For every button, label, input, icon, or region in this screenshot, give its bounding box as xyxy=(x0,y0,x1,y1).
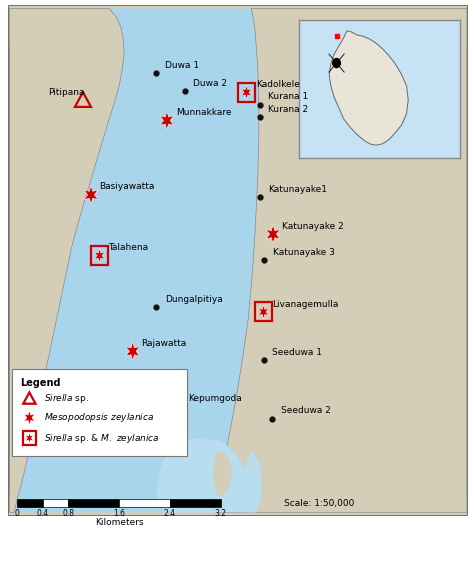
Text: 1.6: 1.6 xyxy=(113,509,125,518)
Text: Munnakkare: Munnakkare xyxy=(176,108,232,117)
Polygon shape xyxy=(213,450,232,497)
Text: Rajawatta: Rajawatta xyxy=(141,339,186,348)
Bar xyxy=(170,499,221,507)
Text: Kurana 2: Kurana 2 xyxy=(268,105,309,114)
Text: Talahena: Talahena xyxy=(108,243,148,252)
Text: Katunayake1: Katunayake1 xyxy=(268,185,327,194)
Polygon shape xyxy=(266,225,280,244)
Text: W: W xyxy=(304,59,312,68)
Polygon shape xyxy=(94,249,105,262)
Bar xyxy=(238,83,255,102)
Polygon shape xyxy=(24,410,35,425)
Text: N: N xyxy=(333,25,340,34)
Text: Basiyawatta: Basiyawatta xyxy=(100,182,155,191)
FancyBboxPatch shape xyxy=(12,369,187,456)
Text: S: S xyxy=(334,92,339,101)
Text: Katunayake 2: Katunayake 2 xyxy=(282,222,343,231)
Text: Dungalpitiya: Dungalpitiya xyxy=(165,295,223,304)
Text: $\it{Sirella}$ sp.: $\it{Sirella}$ sp. xyxy=(44,392,89,405)
Polygon shape xyxy=(84,185,98,204)
Polygon shape xyxy=(160,111,174,130)
Polygon shape xyxy=(9,8,124,512)
Polygon shape xyxy=(26,433,33,443)
Polygon shape xyxy=(156,439,257,512)
Text: Pitipana: Pitipana xyxy=(48,88,85,97)
Polygon shape xyxy=(172,397,186,416)
Text: 0.8: 0.8 xyxy=(62,509,74,518)
Bar xyxy=(17,499,43,507)
Text: Livanagemulla: Livanagemulla xyxy=(272,300,338,309)
Text: 0.4: 0.4 xyxy=(36,509,49,518)
Polygon shape xyxy=(258,305,269,319)
Text: Scale: 1:50,000: Scale: 1:50,000 xyxy=(284,499,355,507)
Polygon shape xyxy=(217,450,246,510)
Text: 3.2: 3.2 xyxy=(215,509,227,518)
Text: 0: 0 xyxy=(15,509,19,518)
Polygon shape xyxy=(14,8,259,512)
Polygon shape xyxy=(243,450,262,512)
Polygon shape xyxy=(126,342,140,361)
Circle shape xyxy=(333,59,340,68)
Text: Kurana 1: Kurana 1 xyxy=(268,92,309,101)
Bar xyxy=(23,431,36,445)
Bar xyxy=(9,6,467,45)
Text: Legend: Legend xyxy=(20,378,60,388)
Bar xyxy=(119,499,170,507)
Polygon shape xyxy=(241,86,252,99)
Polygon shape xyxy=(217,8,467,512)
Text: Kepumgoda: Kepumgoda xyxy=(188,394,241,403)
Bar xyxy=(255,302,272,321)
Bar xyxy=(43,499,68,507)
Text: Duwa 1: Duwa 1 xyxy=(165,61,199,70)
Text: Katunayake 3: Katunayake 3 xyxy=(273,248,335,257)
Text: $\it{Mesopodopsis\ zeylanica}$: $\it{Mesopodopsis\ zeylanica}$ xyxy=(44,411,154,425)
Text: Kadolkele: Kadolkele xyxy=(256,80,300,89)
Bar xyxy=(68,499,119,507)
Bar xyxy=(9,495,467,515)
Text: Seeduwa 1: Seeduwa 1 xyxy=(272,348,322,357)
Text: 2.4: 2.4 xyxy=(164,509,176,518)
Bar xyxy=(91,246,108,265)
Text: $\it{Sirella}$ sp. & $\it{M.\ zeylanica}$: $\it{Sirella}$ sp. & $\it{M.\ zeylanica}… xyxy=(44,431,159,445)
Text: Duwa 2: Duwa 2 xyxy=(193,79,228,88)
Text: Kilometers: Kilometers xyxy=(95,518,143,527)
Text: E: E xyxy=(361,59,366,68)
Text: Seeduwa 2: Seeduwa 2 xyxy=(281,406,330,415)
